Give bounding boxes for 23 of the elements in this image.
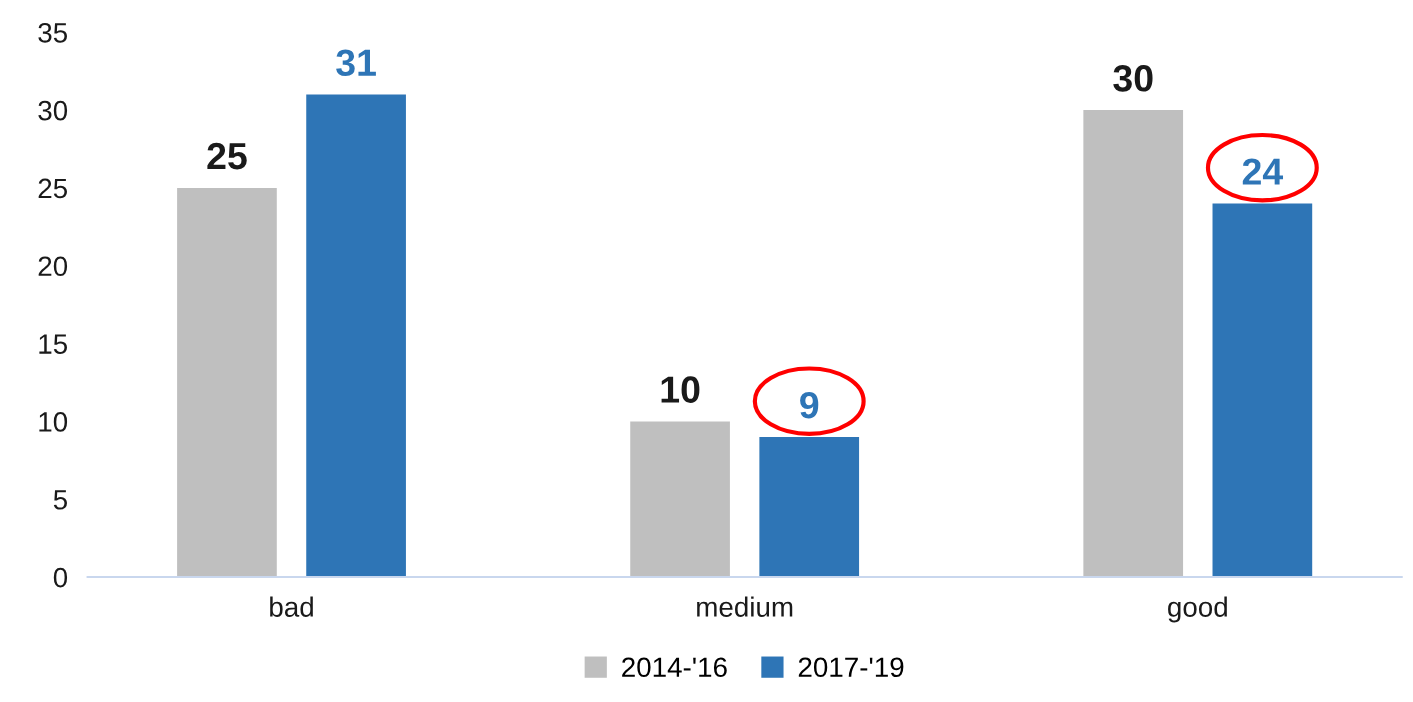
x-tick-label: good — [1168, 596, 1227, 623]
bar — [630, 421, 730, 578]
data-label: 10 — [661, 376, 700, 403]
y-tick-label: 10 — [39, 412, 68, 432]
x-tick-label: medium — [697, 596, 793, 617]
data-label: 31 — [336, 49, 376, 77]
legend-label: 2014-'16 — [622, 657, 727, 678]
y-tick-label: 15 — [39, 334, 67, 354]
legend-label: 2017-'19 — [798, 657, 904, 678]
bar — [306, 94, 406, 578]
y-tick-label: 0 — [53, 567, 68, 588]
y-tick-label: 30 — [38, 100, 68, 121]
data-label: 25 — [207, 142, 247, 170]
data-label: 24 — [1242, 158, 1284, 185]
x-tick-label: bad — [270, 596, 313, 617]
y-tick-label: 25 — [38, 178, 67, 199]
y-tick-label: 20 — [38, 256, 68, 277]
y-tick-label: 35 — [38, 22, 67, 43]
data-label: 9 — [800, 391, 819, 419]
bar — [1083, 110, 1184, 578]
y-tick-label: 5 — [53, 490, 67, 510]
bar — [177, 187, 277, 578]
data-label: 30 — [1113, 65, 1153, 92]
